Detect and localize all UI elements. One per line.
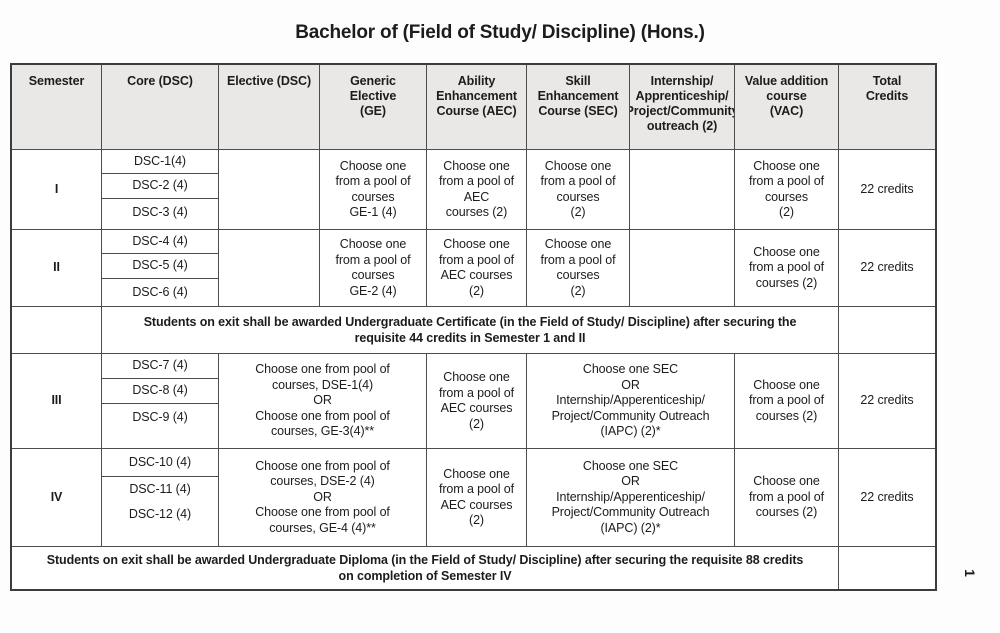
semester-4-sec-iapc-cell: Choose one SEC OR Internship/Apperentice… <box>527 449 735 547</box>
semester-4-total-credits: 22 credits <box>839 449 935 547</box>
semester-1-core-cell: DSC-1(4) DSC-2 (4) DSC-3 (4) <box>102 150 219 230</box>
certificate-exit-note: Students on exit shall be awarded Underg… <box>102 307 839 354</box>
header-generic-elective: Generic Elective (GE) <box>320 65 427 150</box>
semester-3-elective-ge-cell: Choose one from pool of courses, DSE-1(4… <box>219 354 427 449</box>
core-course: DSC-12 (4) <box>128 506 192 521</box>
semester-1-sec-cell: Choose one from a pool of courses (2) <box>527 150 630 230</box>
semester-4-label: IV <box>12 449 102 547</box>
header-vac: Value addition course (VAC) <box>735 65 839 150</box>
semester-1-label: I <box>12 150 102 230</box>
diploma-row-total-spacer <box>839 547 935 589</box>
semester-3-label: III <box>12 354 102 449</box>
header-aec: Ability Enhancement Course (AEC) <box>427 65 527 150</box>
semester-1-aec-cell: Choose one from a pool of AEC courses (2… <box>427 150 527 230</box>
core-course: DSC-5 (4) <box>102 254 218 279</box>
semester-2-label: II <box>12 230 102 307</box>
core-course: DSC-9 (4) <box>132 410 188 424</box>
semester-2-sec-cell: Choose one from a pool of courses (2) <box>527 230 630 307</box>
core-course: DSC-2 (4) <box>102 174 218 199</box>
semester-3-aec-cell: Choose one from a pool of AEC courses (2… <box>427 354 527 449</box>
semester-2-vac-cell: Choose one from a pool of courses (2) <box>735 230 839 307</box>
semester-1-internship-cell <box>630 150 735 230</box>
semester-1-elective-cell <box>219 150 320 230</box>
page-number: 1 <box>962 569 979 577</box>
header-total-credits: Total Credits <box>839 65 935 150</box>
semester-3-sec-iapc-cell: Choose one SEC OR Internship/Apperentice… <box>527 354 735 449</box>
semester-2-total-credits: 22 credits <box>839 230 935 307</box>
semester-1-vac-cell: Choose one from a pool of courses (2) <box>735 150 839 230</box>
exit-row-total-spacer <box>839 307 935 354</box>
semester-3-vac-cell: Choose one from a pool of courses (2) <box>735 354 839 449</box>
semester-2-core-cell: DSC-4 (4) DSC-5 (4) DSC-6 (4) <box>102 230 219 307</box>
diploma-exit-note: Students on exit shall be awarded Underg… <box>12 547 839 589</box>
semester-2-aec-cell: Choose one from a pool of AEC courses (2… <box>427 230 527 307</box>
semester-4-core-cell: DSC-10 (4) DSC-11 (4) DSC-12 (4) <box>102 449 219 547</box>
semester-2-ge-cell: Choose one from a pool of courses GE-2 (… <box>320 230 427 307</box>
header-internship: Internship/ Apprenticeship/ Project/Comm… <box>630 65 735 150</box>
header-semester: Semester <box>12 65 102 150</box>
course-structure-table: Semester Core (DSC) Elective (DSC) Gener… <box>10 63 937 591</box>
header-sec: Skill Enhancement Course (SEC) <box>527 65 630 150</box>
core-course: DSC-7 (4) <box>102 354 218 379</box>
core-course: DSC-8 (4) <box>102 379 218 404</box>
semester-1-total-credits: 22 credits <box>839 150 935 230</box>
exit-row-semester-spacer <box>12 307 102 354</box>
core-course: DSC-4 (4) <box>102 230 218 254</box>
semester-1-ge-cell: Choose one from a pool of courses GE-1 (… <box>320 150 427 230</box>
semester-3-total-credits: 22 credits <box>839 354 935 449</box>
header-core-dsc: Core (DSC) <box>102 65 219 150</box>
page-title: Bachelor of (Field of Study/ Discipline)… <box>295 22 705 43</box>
core-course: DSC-1(4) <box>102 150 218 174</box>
semester-3-core-cell: DSC-7 (4) DSC-8 (4) DSC-9 (4) <box>102 354 219 449</box>
semester-4-aec-cell: Choose one from a pool of AEC courses (2… <box>427 449 527 547</box>
semester-2-elective-cell <box>219 230 320 307</box>
core-course: DSC-10 (4) <box>102 449 218 477</box>
semester-4-vac-cell: Choose one from a pool of courses (2) <box>735 449 839 547</box>
header-elective-dsc: Elective (DSC) <box>219 65 320 150</box>
core-course: DSC-3 (4) <box>132 205 188 219</box>
core-course: DSC-11 (4) <box>129 481 191 496</box>
semester-4-elective-ge-cell: Choose one from pool of courses, DSE-2 (… <box>219 449 427 547</box>
core-course: DSC-6 (4) <box>132 285 188 299</box>
semester-2-internship-cell <box>630 230 735 307</box>
